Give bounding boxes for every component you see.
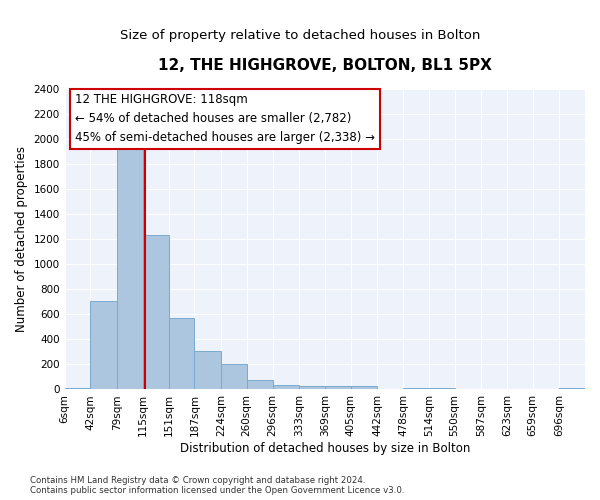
Bar bbox=[221, 364, 247, 390]
Bar bbox=[143, 236, 169, 390]
Bar bbox=[325, 386, 350, 390]
Y-axis label: Number of detached properties: Number of detached properties bbox=[15, 146, 28, 332]
Text: Size of property relative to detached houses in Bolton: Size of property relative to detached ho… bbox=[120, 28, 480, 42]
Bar bbox=[403, 388, 429, 390]
Bar bbox=[455, 389, 481, 390]
Bar bbox=[117, 146, 143, 390]
Bar bbox=[91, 300, 117, 390]
Title: 12, THE HIGHGROVE, BOLTON, BL1 5PX: 12, THE HIGHGROVE, BOLTON, BL1 5PX bbox=[158, 58, 492, 72]
Bar bbox=[299, 386, 325, 390]
Bar bbox=[429, 388, 455, 390]
Text: 12 THE HIGHGROVE: 118sqm
← 54% of detached houses are smaller (2,782)
45% of sem: 12 THE HIGHGROVE: 118sqm ← 54% of detach… bbox=[75, 94, 375, 144]
Bar bbox=[194, 352, 221, 390]
Bar bbox=[169, 318, 194, 390]
Bar bbox=[350, 386, 377, 390]
Bar bbox=[559, 388, 585, 390]
Bar bbox=[247, 380, 272, 390]
X-axis label: Distribution of detached houses by size in Bolton: Distribution of detached houses by size … bbox=[179, 442, 470, 455]
Bar bbox=[272, 385, 299, 390]
Text: Contains HM Land Registry data © Crown copyright and database right 2024.
Contai: Contains HM Land Registry data © Crown c… bbox=[30, 476, 404, 495]
Bar bbox=[65, 388, 91, 390]
